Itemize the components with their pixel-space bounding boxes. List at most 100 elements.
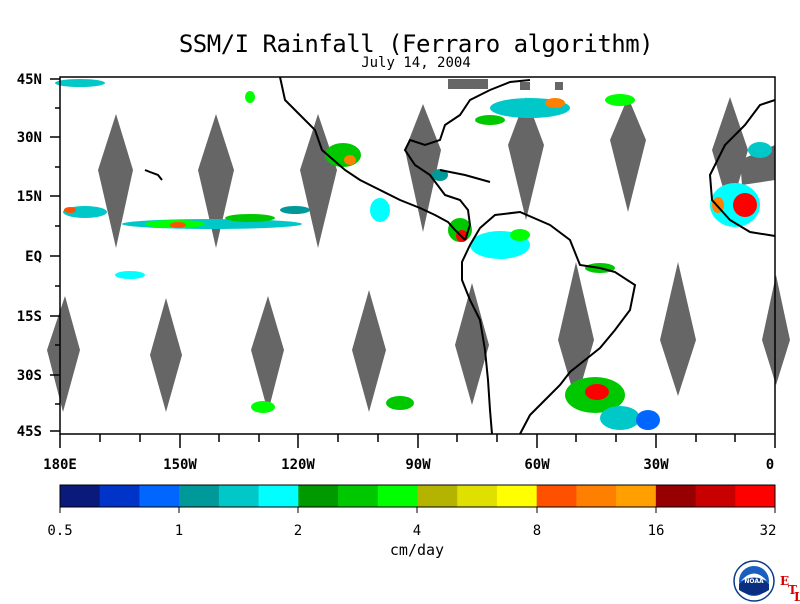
rain-patch xyxy=(344,155,356,165)
colorbar-label: 0.5 xyxy=(47,523,73,539)
swath-gap xyxy=(555,82,563,90)
swath-gap xyxy=(198,114,234,248)
rain-patch xyxy=(475,115,505,125)
colorbar-swatch xyxy=(99,485,140,507)
swath-gap xyxy=(150,298,182,412)
colorbar-swatch xyxy=(60,485,101,507)
swath-gap xyxy=(520,82,530,90)
lon-label-150w: 150W xyxy=(163,457,197,473)
map-title: SSM/I Rainfall (Ferraro algorithm) xyxy=(178,30,654,58)
colorbar-label: 1 xyxy=(174,523,184,539)
colorbar-swatch xyxy=(377,485,418,507)
swath-gap xyxy=(508,97,544,220)
swath-gap xyxy=(300,114,337,248)
swath-gap xyxy=(762,275,790,385)
lat-label-45s: 45S xyxy=(16,424,42,440)
lon-label-60w: 60W xyxy=(524,457,550,473)
colorbar-swatch xyxy=(655,485,697,507)
lat-ticks xyxy=(50,78,60,432)
colorbar-swatch xyxy=(417,485,458,507)
colorbar-swatch xyxy=(695,485,736,507)
swath-gap xyxy=(455,283,489,405)
colorbar-swatch xyxy=(496,485,538,507)
colorbar-swatch xyxy=(576,485,617,507)
coastline-hawaii xyxy=(144,169,163,181)
swath-gap xyxy=(251,296,284,412)
swath-gap xyxy=(610,97,646,212)
coastline-cuba xyxy=(439,169,491,183)
lon-label-30w: 30W xyxy=(643,457,669,473)
coastline-gulf xyxy=(403,79,531,241)
swath-gap xyxy=(405,104,441,232)
colorbar-label: 4 xyxy=(412,523,422,539)
lab-letter-e: E xyxy=(780,574,790,588)
rain-patch xyxy=(225,214,275,222)
swath-gap xyxy=(448,79,488,89)
lon-label-180e: 180E xyxy=(43,457,77,473)
noaa-logo: NOAA xyxy=(733,560,775,602)
rain-patch xyxy=(170,222,186,228)
rain-patch xyxy=(55,79,105,87)
lon-label-120w: 120W xyxy=(281,457,315,473)
rain-patch xyxy=(585,384,609,400)
rain-patch xyxy=(245,91,255,103)
rain-patch xyxy=(636,410,660,430)
swath-gap xyxy=(352,290,386,412)
colorbar-swatch xyxy=(536,485,577,507)
noaa-logo-text: NOAA xyxy=(744,578,764,585)
rain-patch xyxy=(280,206,310,214)
lon-label-0: 0 xyxy=(765,457,775,473)
rain-patch xyxy=(545,98,565,108)
colorbar-label: 16 xyxy=(647,523,665,539)
coastlines xyxy=(144,76,776,435)
rain-patch xyxy=(115,271,145,279)
rain-patch xyxy=(386,396,414,410)
rain-patch xyxy=(325,143,361,167)
rainfall-imagery xyxy=(55,79,772,430)
colorbar-swatch xyxy=(139,485,180,507)
coastline-africa xyxy=(708,99,776,237)
colorbar-label: 8 xyxy=(532,523,542,539)
lat-label-30n: 30N xyxy=(16,130,42,146)
colorbar-swatch xyxy=(735,485,776,507)
swath-gap xyxy=(98,114,133,248)
colorbar-label: 32 xyxy=(759,523,777,539)
lab-letter-t: T xyxy=(788,583,797,597)
rain-patch xyxy=(733,193,757,217)
colorbar-swatch xyxy=(298,485,339,507)
colorbar-swatch xyxy=(616,485,657,507)
lat-label-15s: 15S xyxy=(16,309,42,325)
lat-label-eq: EQ xyxy=(25,249,42,265)
swath-gap xyxy=(660,262,696,396)
lab-letter-l: L xyxy=(794,590,800,604)
rain-patch xyxy=(432,169,448,181)
rain-patch xyxy=(64,207,76,213)
colorbar-label: 2 xyxy=(293,523,303,539)
lon-ticks xyxy=(59,434,776,448)
rain-patch xyxy=(510,229,530,241)
coastline-north-america xyxy=(279,76,466,241)
colorbar-swatch xyxy=(218,485,260,507)
rain-patch xyxy=(600,406,640,430)
rain-patch xyxy=(748,142,772,158)
colorbar-swatch xyxy=(338,485,379,507)
rain-patch xyxy=(370,198,390,222)
rain-patch xyxy=(605,94,635,106)
swath-gap xyxy=(712,97,748,212)
no-data-swaths xyxy=(47,79,790,412)
lat-label-30s: 30S xyxy=(16,368,42,384)
lat-label-45n: 45N xyxy=(16,72,42,88)
lon-label-90w: 90W xyxy=(405,457,431,473)
colorbar-swatch xyxy=(457,485,498,507)
colorbar xyxy=(60,485,776,507)
lat-label-15n: 15N xyxy=(16,189,42,205)
colorbar-ticks xyxy=(59,507,776,513)
rain-patch xyxy=(251,401,275,413)
swath-gap xyxy=(558,262,594,402)
colorbar-swatch xyxy=(258,485,299,507)
colorbar-units: cm/day xyxy=(389,541,445,559)
swath-gap xyxy=(47,296,80,412)
coastline-south-america xyxy=(461,210,637,435)
colorbar-swatch xyxy=(179,485,220,507)
